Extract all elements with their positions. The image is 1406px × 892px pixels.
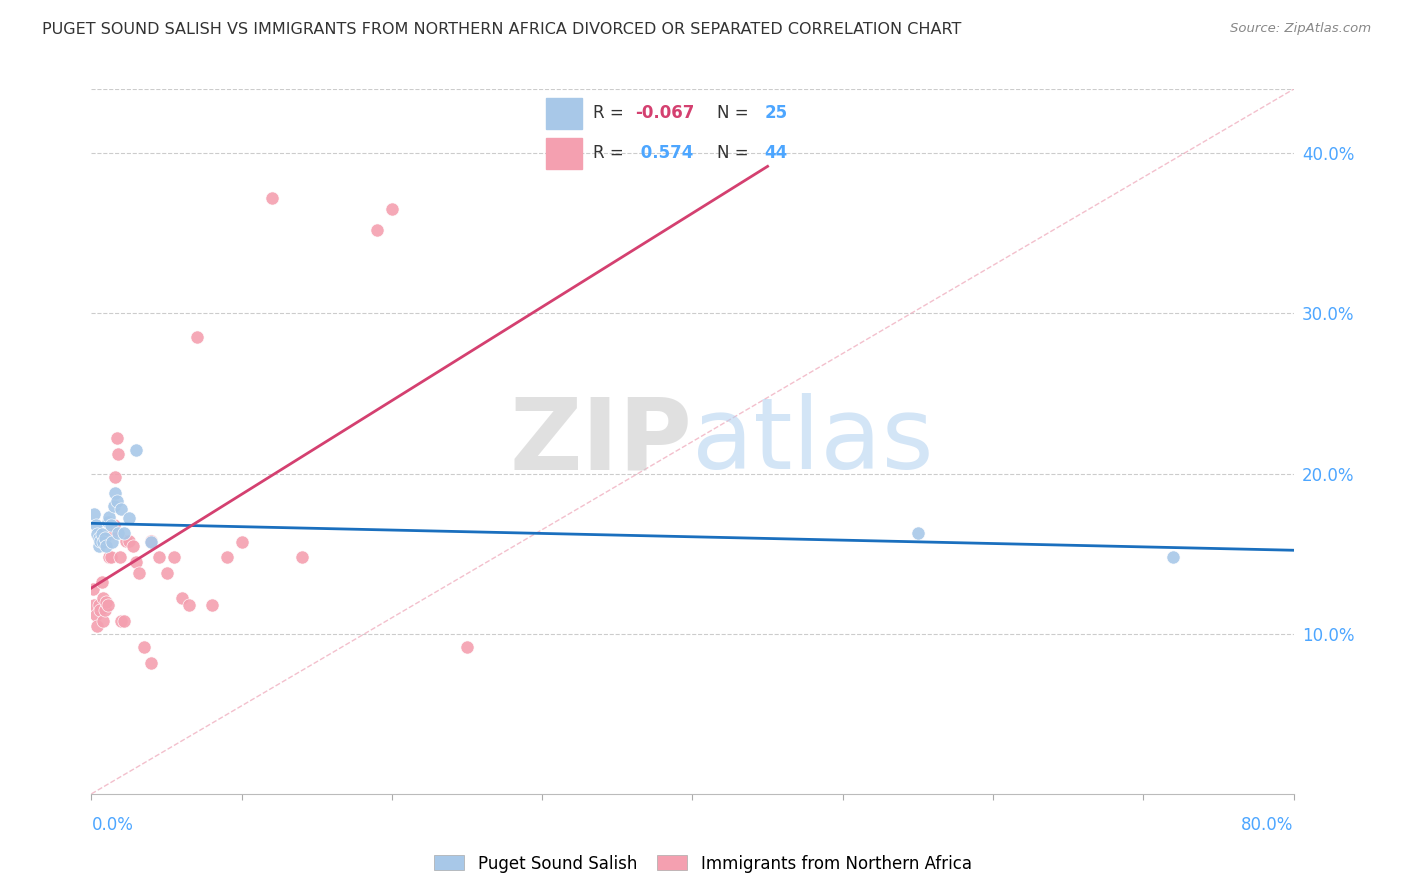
Point	[108, 549, 131, 564]
Point	[163, 549, 186, 564]
Point	[114, 614, 136, 628]
Point	[1161, 549, 1184, 564]
Text: 0.0%: 0.0%	[91, 816, 134, 834]
Point	[110, 501, 132, 516]
Point	[141, 533, 163, 548]
Point	[103, 499, 125, 513]
Point	[87, 539, 110, 553]
Bar	[546, 98, 582, 129]
Point	[110, 614, 132, 628]
Point	[84, 607, 107, 622]
Point	[381, 202, 404, 217]
Point	[94, 531, 117, 545]
Point	[98, 509, 121, 524]
Point	[84, 517, 107, 532]
Point	[128, 566, 150, 580]
Point	[89, 603, 111, 617]
Point	[155, 566, 177, 580]
Point	[90, 527, 112, 541]
Point	[456, 640, 478, 654]
Point	[98, 549, 121, 564]
Point	[87, 531, 110, 545]
Point	[94, 603, 117, 617]
Point	[125, 555, 148, 569]
Point	[100, 517, 122, 532]
Text: N =: N =	[717, 145, 754, 162]
Point	[97, 598, 120, 612]
Point	[125, 442, 148, 457]
Point	[103, 517, 125, 532]
Point	[141, 535, 163, 549]
Point	[87, 598, 110, 612]
Point	[107, 447, 129, 461]
Text: 44: 44	[765, 145, 787, 162]
Point	[186, 330, 208, 344]
Point	[105, 493, 128, 508]
Point	[148, 549, 170, 564]
Point	[96, 595, 118, 609]
Point	[104, 469, 127, 483]
Point	[82, 582, 104, 596]
Point	[118, 533, 141, 548]
Point	[90, 575, 112, 590]
Text: ZIP: ZIP	[509, 393, 692, 490]
Point	[100, 549, 122, 564]
Text: PUGET SOUND SALISH VS IMMIGRANTS FROM NORTHERN AFRICA DIVORCED OR SEPARATED CORR: PUGET SOUND SALISH VS IMMIGRANTS FROM NO…	[42, 22, 962, 37]
Bar	[546, 138, 582, 169]
Point	[122, 539, 145, 553]
Point	[107, 525, 129, 540]
Point	[93, 535, 115, 549]
Point	[96, 539, 118, 553]
Text: R =: R =	[593, 145, 630, 162]
Point	[101, 535, 124, 549]
Legend: Puget Sound Salish, Immigrants from Northern Africa: Puget Sound Salish, Immigrants from Nort…	[427, 848, 979, 880]
Point	[97, 515, 120, 529]
Text: atlas: atlas	[692, 393, 934, 490]
Point	[177, 598, 200, 612]
Text: R =: R =	[593, 104, 630, 122]
Point	[118, 511, 141, 525]
Point	[170, 591, 193, 606]
Point	[83, 598, 105, 612]
Point	[132, 640, 155, 654]
Point	[201, 598, 224, 612]
Text: 25: 25	[765, 104, 787, 122]
Point	[141, 656, 163, 670]
Point	[231, 535, 253, 549]
Point	[86, 618, 108, 632]
Point	[83, 507, 105, 521]
Point	[907, 525, 929, 540]
Point	[93, 591, 115, 606]
Point	[215, 549, 238, 564]
Point	[114, 525, 136, 540]
Text: 80.0%: 80.0%	[1241, 816, 1294, 834]
Point	[115, 533, 138, 548]
Text: 0.574: 0.574	[634, 145, 693, 162]
Text: Source: ZipAtlas.com: Source: ZipAtlas.com	[1230, 22, 1371, 36]
Point	[86, 527, 108, 541]
Point	[93, 614, 115, 628]
Point	[366, 223, 388, 237]
Point	[89, 533, 111, 548]
Text: -0.067: -0.067	[634, 104, 695, 122]
Point	[104, 485, 127, 500]
Point	[105, 431, 128, 445]
Text: N =: N =	[717, 104, 754, 122]
Point	[260, 191, 283, 205]
Point	[101, 525, 124, 540]
Point	[291, 549, 314, 564]
